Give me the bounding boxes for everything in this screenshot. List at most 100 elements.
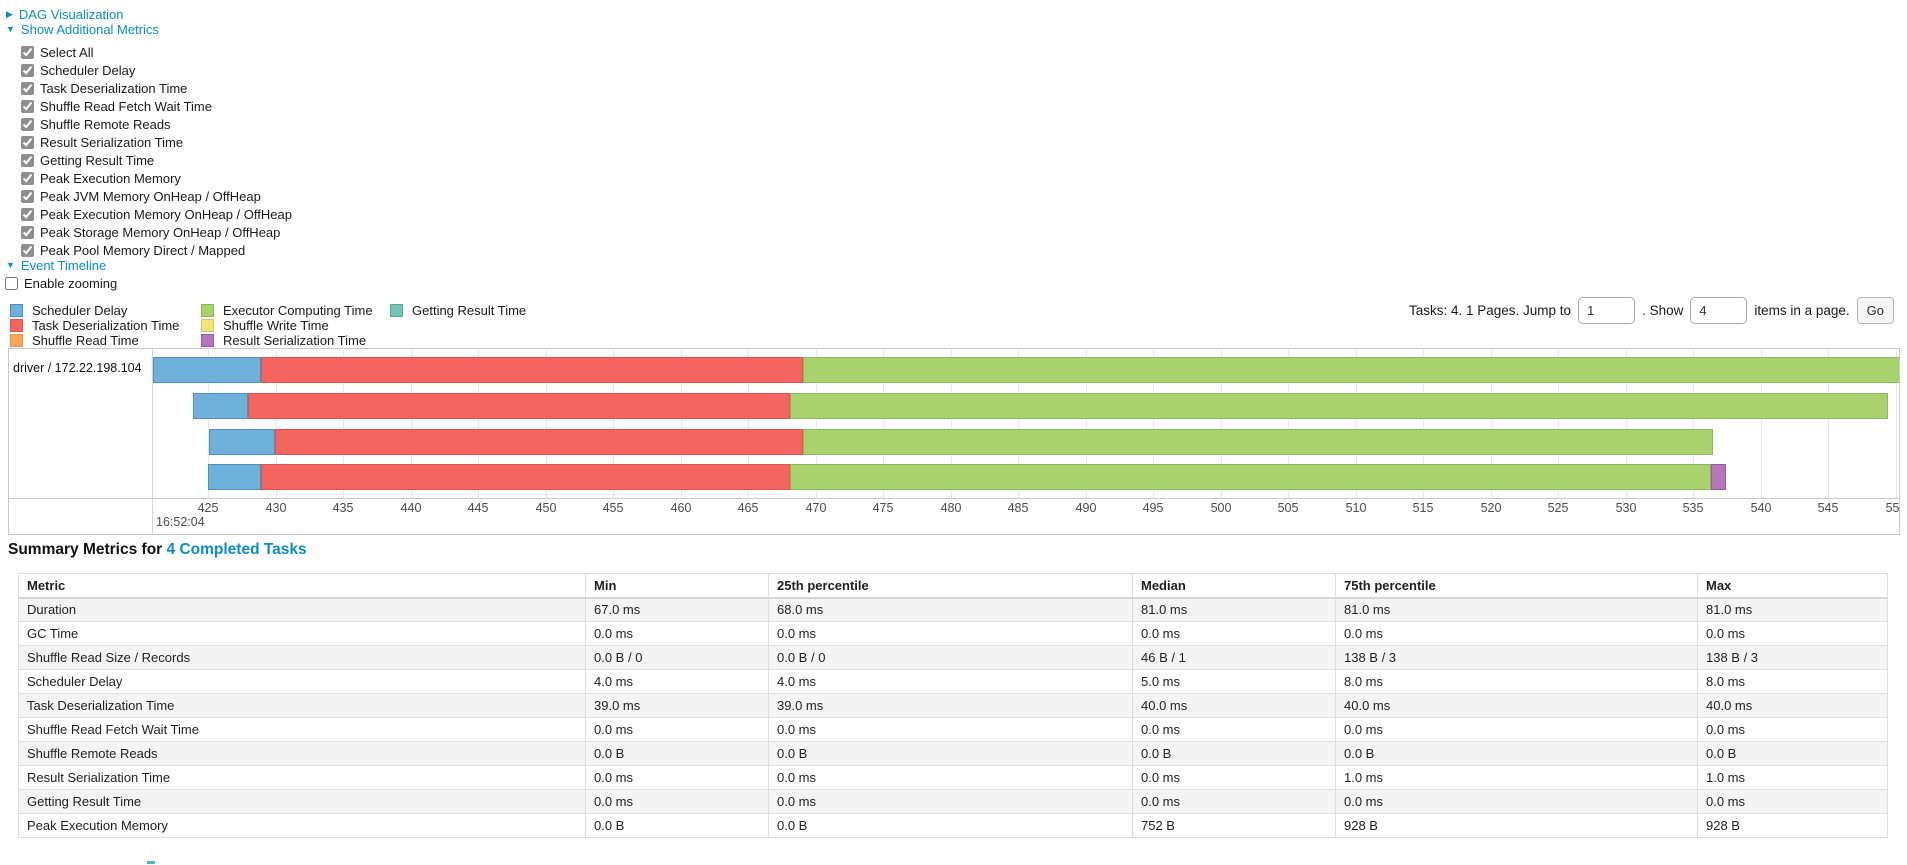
metric-value-cell: 46 B / 1 (1132, 645, 1336, 670)
metric-checkbox-row: Peak Storage Memory OnHeap / OffHeap (21, 225, 280, 240)
task-segment-result_serialization[interactable] (1711, 464, 1726, 490)
task-segment-task_deserialization[interactable] (261, 464, 790, 490)
metric-checkbox[interactable] (21, 226, 34, 239)
task-segment-scheduler_delay[interactable] (208, 464, 261, 490)
metric-value-cell: 0.0 ms (1132, 621, 1336, 646)
legend-item: Scheduler Delay (10, 303, 127, 318)
metric-value-cell: 40.0 ms (1697, 693, 1888, 718)
tick-label: 480 (940, 501, 962, 515)
tick-label: 505 (1277, 501, 1299, 515)
table-row: GC Time 0.0 ms 0.0 ms 0.0 ms 0.0 ms 0.0 ms (18, 621, 1888, 646)
gridline (1086, 350, 1087, 498)
task-segment-executor_computing[interactable] (803, 357, 1899, 383)
summary-metrics-heading: Summary Metrics for 4 Completed Tasks (8, 541, 307, 559)
gridline (681, 350, 682, 498)
metric-name-cell: Peak Execution Memory (18, 813, 586, 838)
show-additional-metrics-label[interactable]: Show Additional Metrics (20, 22, 159, 37)
metric-checkbox-label: Peak Execution Memory OnHeap / OffHeap (40, 207, 292, 222)
gridline (1153, 350, 1154, 498)
task-pagination: Tasks: 4. 1 Pages. Jump to . Show items … (1409, 295, 1894, 326)
task-segment-scheduler_delay[interactable] (209, 429, 275, 455)
legend-label: Shuffle Read Time (32, 333, 139, 348)
go-button[interactable]: Go (1856, 297, 1894, 324)
metric-checkbox[interactable] (21, 118, 34, 131)
show-additional-metrics-toggle[interactable]: ▼ Show Additional Metrics (6, 22, 159, 37)
task-segment-executor_computing[interactable] (790, 393, 1888, 419)
tick-label: 495 (1142, 501, 1164, 515)
metric-checkbox[interactable] (21, 100, 34, 113)
time-axis-major-label: 16:52:04 (156, 515, 205, 529)
task-segment-executor_computing[interactable] (790, 464, 1711, 490)
metric-value-cell: 0.0 B (1697, 741, 1888, 766)
task-segment-task_deserialization[interactable] (248, 393, 790, 419)
tick-label: 460 (670, 501, 692, 515)
items-per-page-input[interactable] (1690, 297, 1748, 324)
metric-checkbox[interactable] (21, 244, 34, 257)
metric-value-cell: 8.0 ms (1697, 669, 1888, 694)
tick-label: 440 (400, 501, 422, 515)
metric-value-cell: 138 B / 3 (1335, 645, 1698, 670)
enable-zooming-checkbox[interactable] (5, 277, 18, 290)
dag-visualization-label[interactable]: DAG Visualization (18, 7, 124, 22)
task-segment-executor_computing[interactable] (803, 429, 1713, 455)
metric-name-cell: Task Deserialization Time (18, 693, 586, 718)
enable-zooming-row: Enable zooming (5, 276, 117, 291)
metric-value-cell: 0.0 ms (768, 717, 1133, 742)
metric-checkbox-label: Task Deserialization Time (40, 81, 188, 96)
table-header-cell: Max (1697, 573, 1888, 599)
completed-tasks-link[interactable]: 4 Completed Tasks (166, 541, 307, 558)
gridline (1423, 350, 1424, 498)
tick-label: 485 (1007, 501, 1029, 515)
metric-checkbox[interactable] (21, 136, 34, 149)
gridline (343, 350, 344, 498)
metric-checkbox-label: Peak JVM Memory OnHeap / OffHeap (40, 189, 261, 204)
legend-label: Scheduler Delay (32, 303, 128, 318)
metric-checkbox[interactable] (21, 172, 34, 185)
metric-checkbox[interactable] (21, 208, 34, 221)
event-timeline-toggle[interactable]: ▼ Event Timeline (6, 258, 106, 273)
metric-value-cell: 0.0 ms (1132, 789, 1336, 814)
table-header-cell: 75th percentile (1335, 573, 1698, 599)
table-row: Result Serialization Time 0.0 ms 0.0 ms 0.0… (18, 765, 1888, 790)
metric-checkbox-row: Shuffle Remote Reads (21, 117, 171, 132)
tick-label: 455 (602, 501, 624, 515)
metric-checkbox-row: Select All (21, 45, 93, 60)
event-timeline-label[interactable]: Event Timeline (20, 258, 107, 273)
metric-checkbox[interactable] (21, 190, 34, 203)
task-segment-scheduler_delay[interactable] (153, 357, 261, 383)
gridline (613, 350, 614, 498)
metric-value-cell: 39.0 ms (585, 693, 769, 718)
legend-label: Getting Result Time (412, 303, 527, 318)
metric-value-cell: 5.0 ms (1132, 669, 1336, 694)
metric-value-cell: 39.0 ms (768, 693, 1133, 718)
metric-value-cell: 0.0 ms (585, 765, 769, 790)
metric-value-cell: 0.0 ms (585, 717, 769, 742)
jump-to-page-input[interactable] (1578, 297, 1636, 324)
gridline (951, 350, 952, 498)
legend-label: Shuffle Write Time (223, 318, 329, 333)
task-segment-scheduler_delay[interactable] (193, 393, 248, 419)
metric-checkbox[interactable] (21, 154, 34, 167)
tick-label: 465 (737, 501, 759, 515)
legend-swatch-shuffle_write (201, 319, 214, 332)
metric-value-cell: 0.0 ms (1132, 717, 1336, 742)
collapsed-arrow-icon: ▶ (6, 9, 13, 19)
legend-label: Task Deserialization Time (32, 318, 180, 333)
metric-value-cell: 81.0 ms (1335, 597, 1698, 622)
table-header-row: Metric Min 25th percentile Median 75th perce… (18, 573, 1888, 599)
legend-swatch-shuffle_read (10, 334, 23, 347)
task-segment-task_deserialization[interactable] (275, 429, 803, 455)
metric-checkbox-label: Peak Execution Memory (40, 171, 181, 186)
task-segment-task_deserialization[interactable] (261, 357, 803, 383)
metric-checkbox-label: Shuffle Read Fetch Wait Time (40, 99, 212, 114)
metric-checkbox[interactable] (21, 46, 34, 59)
legend-item: Shuffle Read Time (10, 333, 139, 348)
metric-checkbox-label: Result Serialization Time (40, 135, 184, 150)
metric-checkbox-row: Peak Pool Memory Direct / Mapped (21, 243, 245, 258)
dag-visualization-toggle[interactable]: ▶ DAG Visualization (6, 7, 123, 22)
metric-checkbox[interactable] (21, 64, 34, 77)
legend-item: Executor Computing Time (201, 303, 373, 318)
metric-checkbox[interactable] (21, 82, 34, 95)
legend-swatch-getting_result (390, 304, 403, 317)
metric-value-cell: 68.0 ms (768, 597, 1133, 622)
